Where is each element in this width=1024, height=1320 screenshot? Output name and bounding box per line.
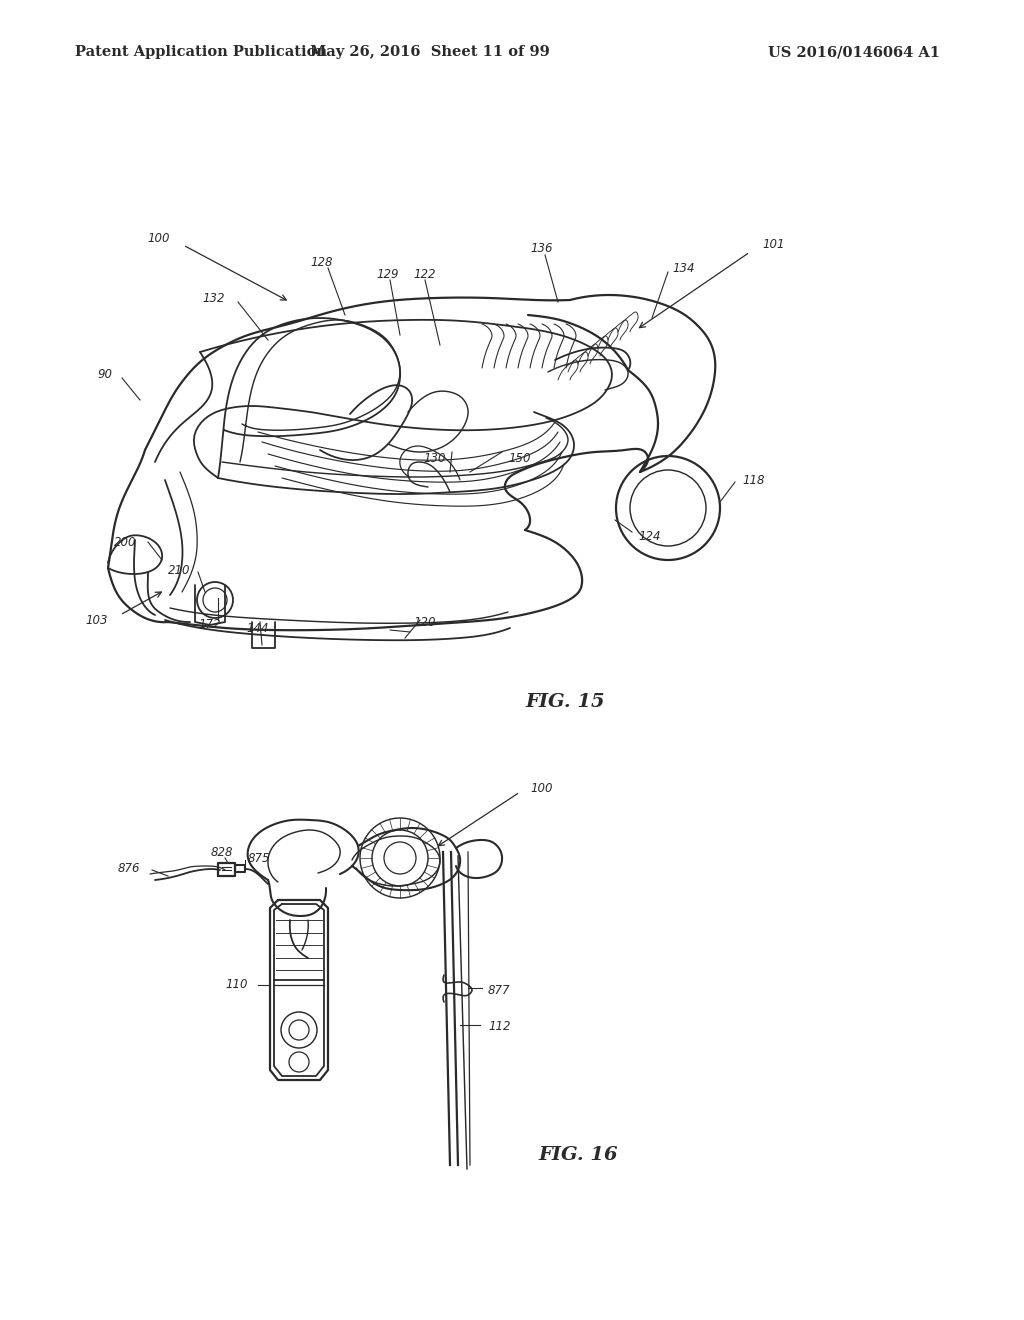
Text: 828: 828 [211,846,233,859]
Text: FIG. 15: FIG. 15 [525,693,605,711]
Text: 128: 128 [310,256,333,268]
Text: 100: 100 [530,781,553,795]
Text: Patent Application Publication: Patent Application Publication [75,45,327,59]
Text: 103: 103 [85,614,108,627]
Text: 144: 144 [247,622,269,635]
Text: 122: 122 [414,268,436,281]
Text: 110: 110 [225,978,248,991]
Text: 875: 875 [248,851,270,865]
Text: 112: 112 [488,1020,511,1034]
Text: 877: 877 [488,983,511,997]
Text: 130: 130 [424,451,446,465]
Text: 132: 132 [203,292,225,305]
Text: FIG. 16: FIG. 16 [539,1146,617,1164]
Text: 129: 129 [377,268,399,281]
Text: 150: 150 [508,451,530,465]
Text: 118: 118 [742,474,765,487]
Text: US 2016/0146064 A1: US 2016/0146064 A1 [768,45,940,59]
Text: 120: 120 [414,615,436,628]
Text: 124: 124 [638,529,660,543]
Text: 90: 90 [97,367,112,380]
Text: 100: 100 [147,231,170,244]
Text: 134: 134 [672,261,694,275]
Text: 876: 876 [118,862,140,874]
Text: 136: 136 [530,242,553,255]
Text: 200: 200 [114,536,136,549]
Text: 172: 172 [199,619,221,631]
Text: 210: 210 [168,564,190,577]
Text: 101: 101 [762,239,784,252]
Text: May 26, 2016  Sheet 11 of 99: May 26, 2016 Sheet 11 of 99 [310,45,550,59]
